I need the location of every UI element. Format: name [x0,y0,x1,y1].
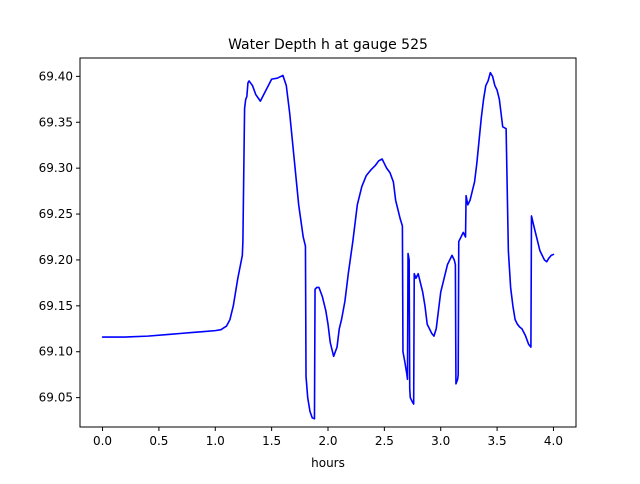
y-tick-label: 69.10 [39,345,73,359]
x-tick-label: 1.5 [262,434,281,448]
y-tick-label: 69.05 [39,391,73,405]
x-tick-label: 3.5 [488,434,507,448]
y-tick-label: 69.35 [39,115,73,129]
y-tick-label: 69.15 [39,299,73,313]
y-tick-label: 69.25 [39,207,73,221]
axis-ticks: 0.0 0.5 1.0 1.5 2.0 2.5 3.0 3.5 4.0 69.05 69.10 69.… [39,69,563,448]
y-tick-label: 69.20 [39,253,73,267]
y-tick-label: 69.40 [39,69,73,83]
y-tick-label: 69.30 [39,161,73,175]
series-line [101,71,555,420]
x-tick-label: 4.0 [544,434,563,448]
x-tick-label: 2.0 [318,434,337,448]
series-layer [101,71,555,420]
x-axis-label: hours [311,456,345,470]
plot-area-frame [79,57,577,428]
chart-title: Water Depth h at gauge 525 [228,37,428,53]
x-tick-label: 2.5 [375,434,394,448]
x-tick-label: 0.5 [149,434,168,448]
x-tick-label: 1.0 [206,434,225,448]
x-tick-label: 0.0 [93,434,112,448]
x-tick-label: 3.0 [431,434,450,448]
